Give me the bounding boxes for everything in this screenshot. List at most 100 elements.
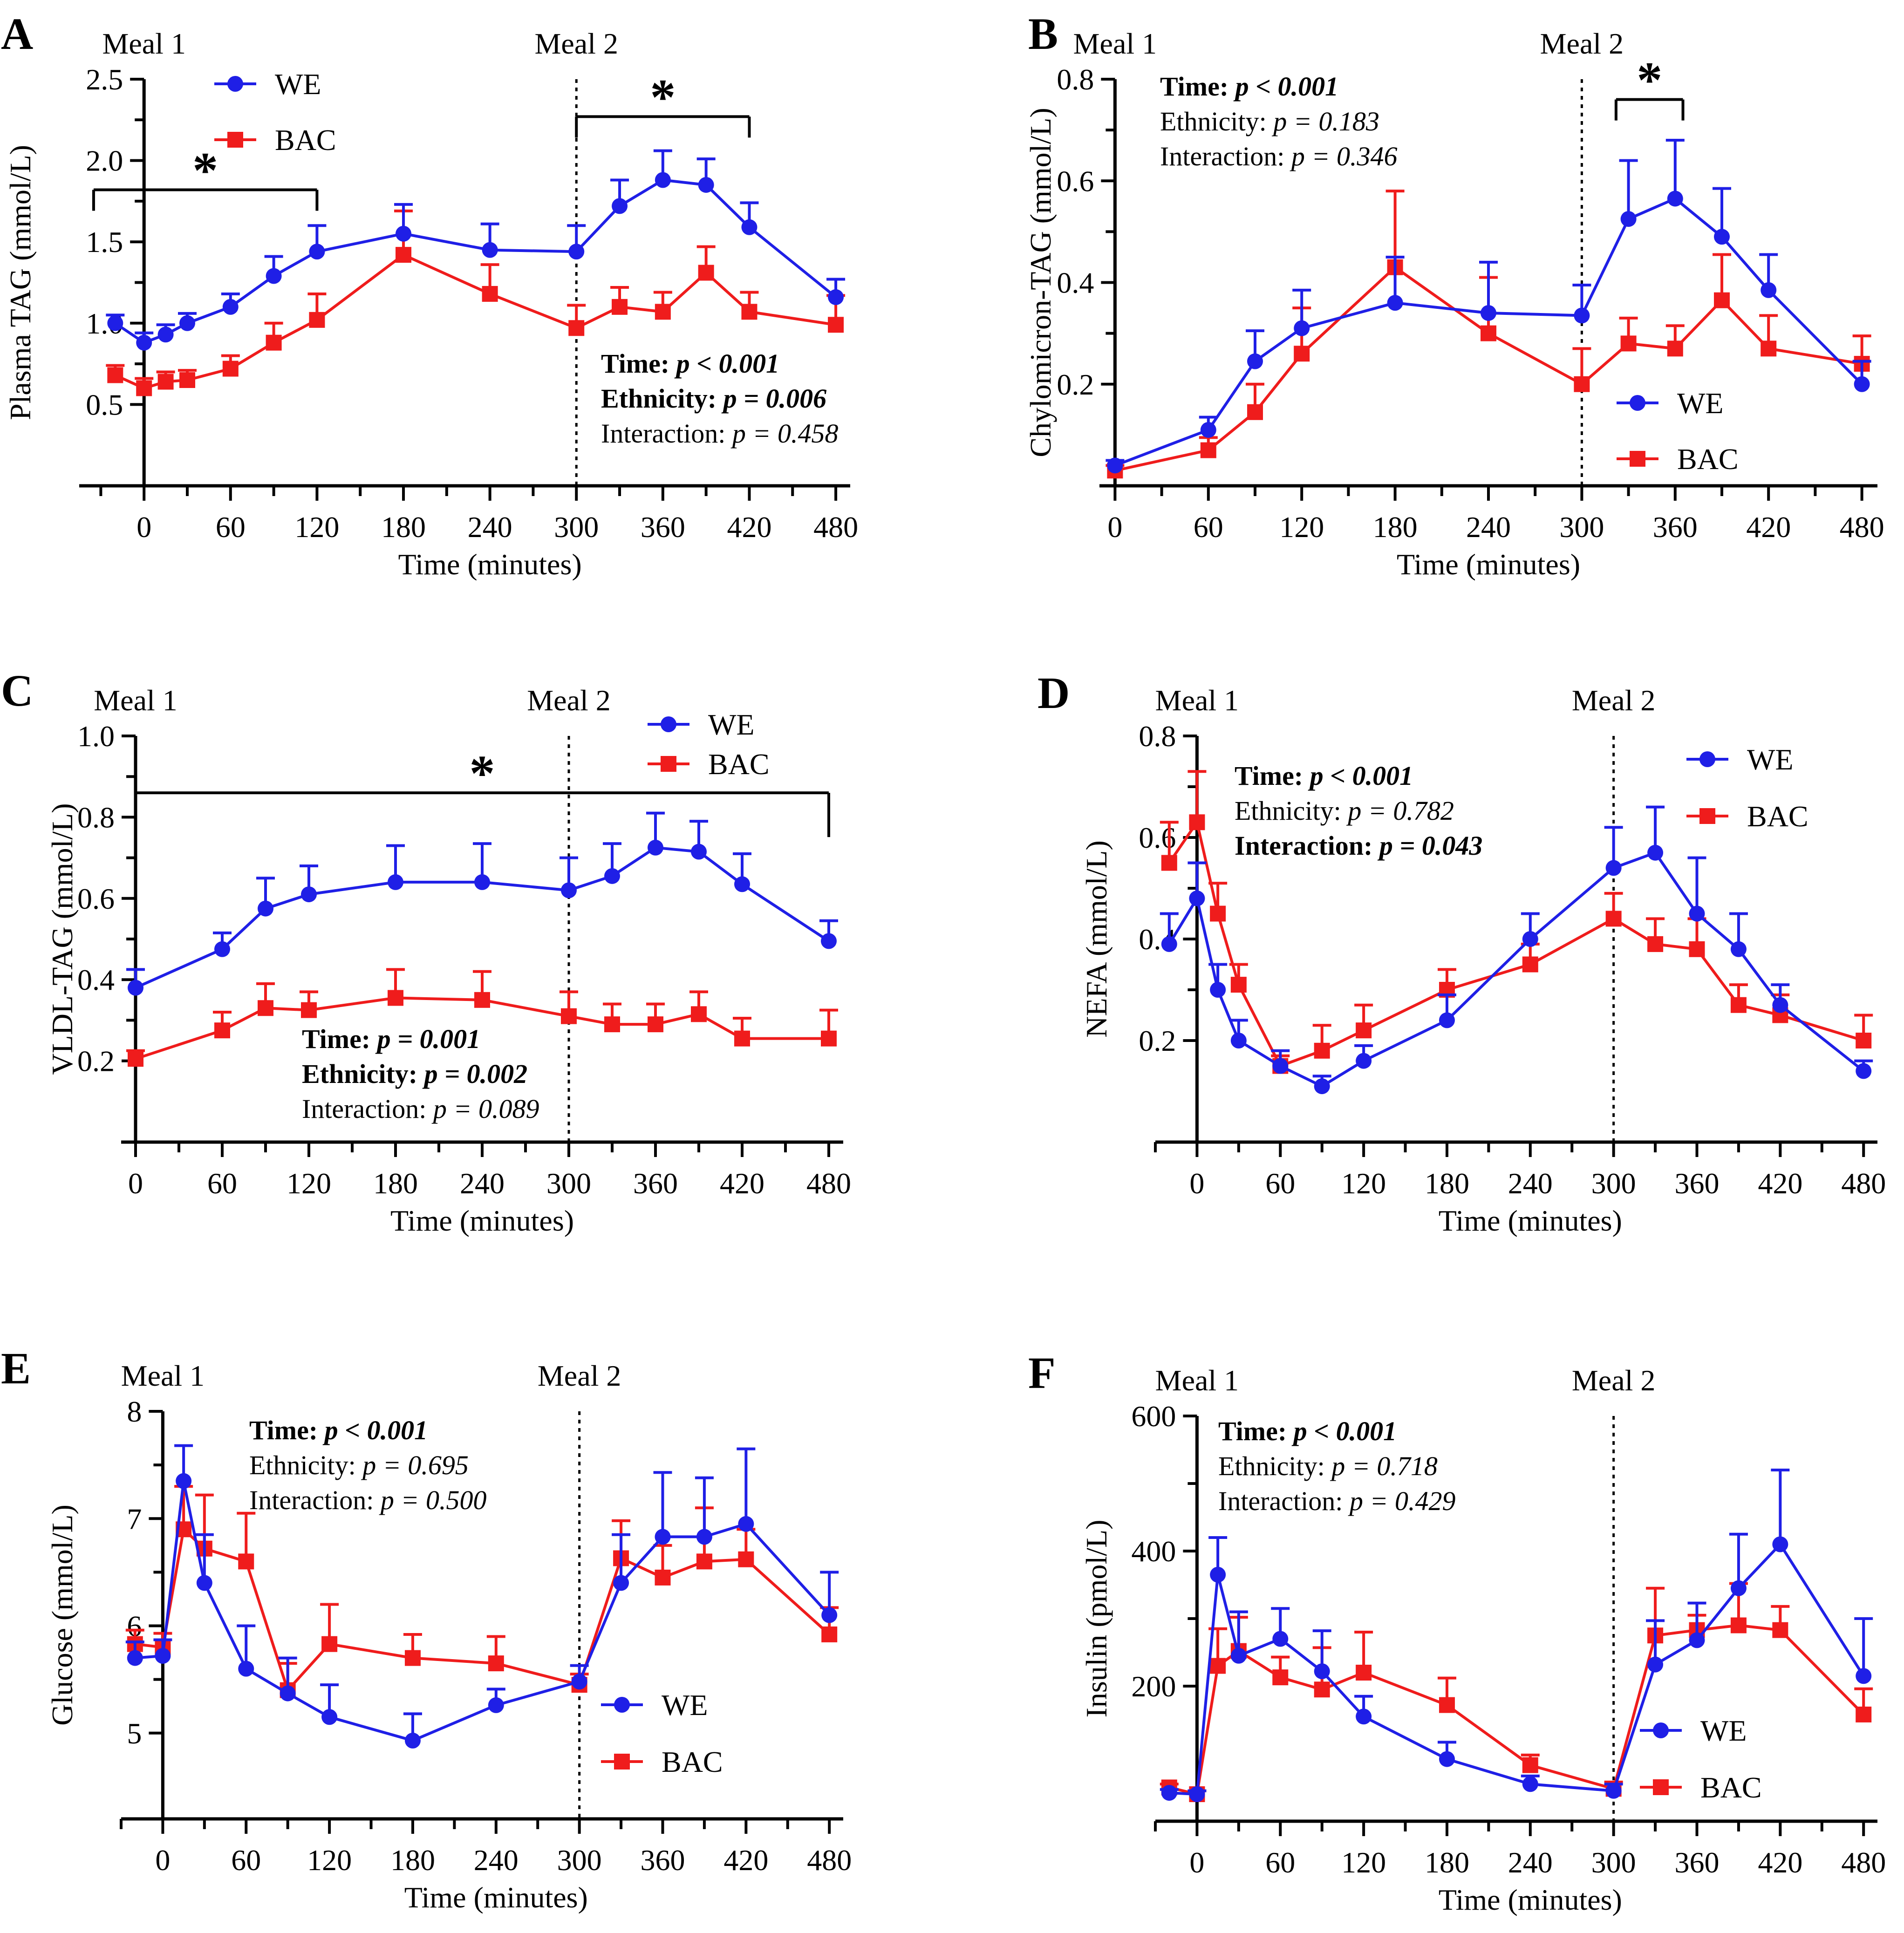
data-point bbox=[1574, 376, 1590, 392]
significance-star: * bbox=[1637, 52, 1662, 109]
series-bac bbox=[1106, 190, 1871, 479]
stat-label: Interaction: bbox=[1218, 1486, 1343, 1516]
legend: WE BAC bbox=[601, 1688, 723, 1778]
stat-value: p = 0.429 bbox=[1348, 1486, 1456, 1516]
data-point bbox=[738, 1551, 754, 1567]
data-point bbox=[1647, 844, 1664, 861]
data-point bbox=[691, 1006, 707, 1022]
meal-1-label: Meal 1 bbox=[102, 27, 186, 60]
data-point bbox=[1761, 282, 1777, 298]
stat-line: Time: p < 0.001 bbox=[1160, 71, 1338, 102]
stat-value: p = 0.006 bbox=[721, 383, 827, 414]
data-point bbox=[612, 299, 628, 315]
meal-1-label: Meal 1 bbox=[1155, 1364, 1239, 1397]
data-point bbox=[482, 286, 498, 302]
y-tick-label: 0.2 bbox=[1057, 368, 1094, 401]
stat-value: p = 0.782 bbox=[1346, 796, 1454, 826]
data-point bbox=[280, 1685, 296, 1702]
x-tick-label: 60 bbox=[1194, 510, 1223, 544]
y-tick-label: 7 bbox=[127, 1502, 142, 1535]
y-tick-label: 0.8 bbox=[1057, 63, 1094, 96]
meal-1-label: Meal 1 bbox=[94, 684, 177, 717]
stat-spacer bbox=[1228, 71, 1235, 102]
stat-spacer bbox=[1372, 830, 1379, 861]
data-point bbox=[828, 289, 844, 305]
y-tick-label: 0.8 bbox=[77, 801, 115, 834]
x-tick-label: 0 bbox=[136, 510, 151, 544]
legend-marker bbox=[1653, 1722, 1669, 1738]
data-point bbox=[404, 1650, 421, 1666]
data-point bbox=[1189, 890, 1205, 906]
legend-marker bbox=[1630, 451, 1645, 467]
data-point bbox=[613, 1575, 629, 1591]
data-point bbox=[1200, 442, 1216, 458]
series-line bbox=[135, 1481, 831, 1742]
data-point bbox=[571, 1674, 587, 1690]
data-point bbox=[136, 380, 152, 396]
stat-label: Interaction: bbox=[601, 418, 725, 449]
data-point bbox=[214, 941, 230, 957]
data-point bbox=[321, 1709, 338, 1725]
data-point bbox=[301, 886, 317, 903]
stat-value: p < 0.001 bbox=[322, 1415, 428, 1445]
meal-2-label: Meal 2 bbox=[1572, 684, 1656, 717]
data-point bbox=[1522, 1757, 1538, 1773]
series-line bbox=[135, 846, 830, 989]
x-tick-label: 420 bbox=[1758, 1846, 1802, 1879]
data-point bbox=[1481, 325, 1496, 341]
data-point bbox=[1647, 936, 1664, 952]
data-point bbox=[648, 839, 663, 856]
x-tick-label: 240 bbox=[460, 1167, 505, 1200]
data-point bbox=[1161, 936, 1177, 952]
stat-label: Ethnicity: bbox=[1160, 106, 1267, 136]
stat-spacer bbox=[1303, 761, 1310, 791]
stat-label: Interaction: bbox=[1235, 830, 1372, 861]
x-tick-label: 420 bbox=[1746, 510, 1791, 544]
significance-star: * bbox=[650, 68, 676, 125]
data-point bbox=[1605, 1783, 1622, 1799]
legend-marker bbox=[227, 76, 243, 92]
data-point bbox=[1314, 1078, 1330, 1095]
data-point bbox=[1522, 956, 1538, 973]
data-point bbox=[266, 334, 282, 351]
data-point bbox=[1730, 1580, 1747, 1596]
stats-block: Time: p < 0.001 Ethnicity: p = 0.006 Inter… bbox=[601, 348, 838, 449]
data-point bbox=[604, 1016, 620, 1033]
x-tick-label: 240 bbox=[1508, 1846, 1553, 1879]
legend-label: WE bbox=[1677, 387, 1724, 420]
data-point bbox=[1294, 346, 1310, 362]
y-tick-label: 0.6 bbox=[77, 882, 115, 915]
data-point bbox=[176, 1473, 192, 1489]
data-point bbox=[561, 1008, 577, 1024]
meal-2-label: Meal 2 bbox=[1572, 1364, 1656, 1397]
data-point bbox=[1605, 911, 1622, 927]
data-point bbox=[128, 980, 143, 996]
data-point bbox=[1314, 1681, 1330, 1698]
data-point bbox=[474, 874, 490, 890]
data-point bbox=[1230, 1033, 1247, 1048]
stat-spacer bbox=[1341, 796, 1348, 826]
legend-marker bbox=[1699, 808, 1715, 824]
stat-spacer bbox=[717, 383, 723, 414]
x-tick-label: 300 bbox=[1559, 510, 1604, 544]
stat-spacer bbox=[725, 418, 732, 449]
meal-1-label: Meal 1 bbox=[1155, 684, 1239, 717]
stat-line: Interaction: p = 0.458 bbox=[601, 418, 838, 449]
legend-label: WE bbox=[275, 68, 321, 101]
legend-marker bbox=[614, 1754, 630, 1770]
meal-2-label: Meal 2 bbox=[534, 27, 618, 60]
x-tick-label: 120 bbox=[294, 510, 339, 544]
data-point bbox=[396, 247, 412, 263]
x-tick-label: 180 bbox=[373, 1167, 418, 1200]
data-point bbox=[1730, 941, 1747, 957]
meal-2-label: Meal 2 bbox=[538, 1359, 621, 1392]
data-point bbox=[1356, 1053, 1372, 1069]
stat-label: Time: bbox=[249, 1415, 318, 1445]
significance-bracket: * bbox=[575, 68, 751, 138]
data-point bbox=[828, 317, 844, 333]
data-point bbox=[821, 933, 837, 949]
data-point bbox=[321, 1636, 338, 1652]
x-tick-label: 300 bbox=[546, 1167, 591, 1200]
stat-spacer bbox=[318, 1415, 325, 1445]
x-tick-label: 240 bbox=[1508, 1167, 1553, 1200]
